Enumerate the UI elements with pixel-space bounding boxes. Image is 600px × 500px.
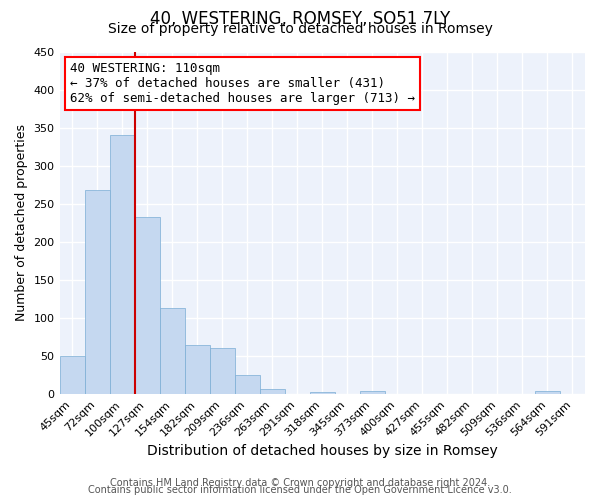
Bar	[185, 344, 209, 394]
Y-axis label: Number of detached properties: Number of detached properties	[15, 124, 28, 322]
Text: 40 WESTERING: 110sqm
← 37% of detached houses are smaller (431)
62% of semi-deta: 40 WESTERING: 110sqm ← 37% of detached h…	[70, 62, 415, 105]
Bar	[85, 190, 110, 394]
Bar	[535, 391, 560, 394]
Bar	[59, 356, 85, 394]
Bar	[360, 391, 385, 394]
X-axis label: Distribution of detached houses by size in Romsey: Distribution of detached houses by size …	[147, 444, 497, 458]
Text: Contains HM Land Registry data © Crown copyright and database right 2024.: Contains HM Land Registry data © Crown c…	[110, 478, 490, 488]
Bar	[134, 218, 160, 394]
Bar	[160, 308, 185, 394]
Bar	[110, 135, 134, 394]
Bar	[235, 375, 260, 394]
Bar	[260, 389, 285, 394]
Text: Size of property relative to detached houses in Romsey: Size of property relative to detached ho…	[107, 22, 493, 36]
Text: Contains public sector information licensed under the Open Government Licence v3: Contains public sector information licen…	[88, 485, 512, 495]
Bar	[209, 348, 235, 394]
Bar	[310, 392, 335, 394]
Text: 40, WESTERING, ROMSEY, SO51 7LY: 40, WESTERING, ROMSEY, SO51 7LY	[150, 10, 450, 28]
